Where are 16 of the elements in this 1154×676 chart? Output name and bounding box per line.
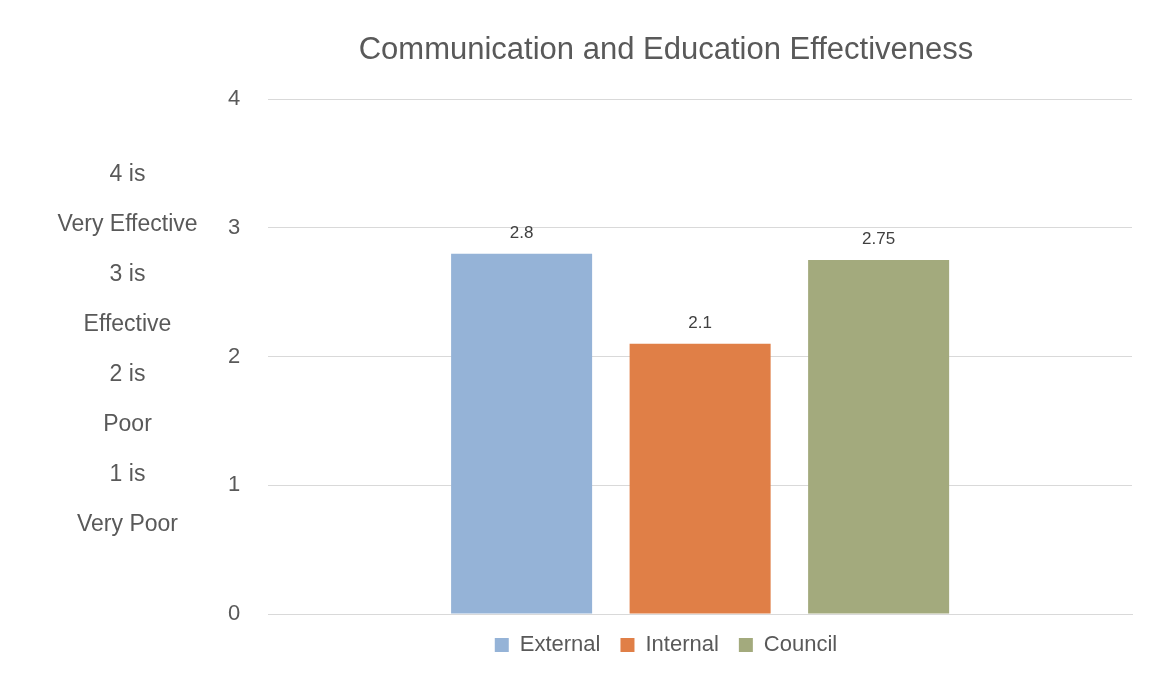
legend-label: Council bbox=[763, 631, 838, 657]
y-tick-label: 4 bbox=[227, 85, 241, 111]
data-label: 2.75 bbox=[862, 229, 896, 249]
chart-title: Communication and Education Effectiveness bbox=[358, 31, 974, 67]
legend-label: External bbox=[519, 631, 601, 657]
y-tick-label: 2 bbox=[227, 342, 241, 368]
bar bbox=[451, 253, 593, 614]
data-label: 2.8 bbox=[509, 222, 534, 242]
legend-label: Internal bbox=[645, 631, 719, 657]
y-tick-label: 3 bbox=[227, 213, 241, 239]
bar bbox=[629, 343, 771, 614]
y-tick-label: 0 bbox=[227, 600, 241, 626]
y-tick-label: 1 bbox=[227, 471, 241, 497]
bar bbox=[808, 260, 950, 614]
y-axis-title: 4 is Very Effective 3 is Effective 2 is Poor 1 is Very Poor bbox=[57, 160, 198, 536]
data-label: 2.1 bbox=[688, 312, 712, 332]
